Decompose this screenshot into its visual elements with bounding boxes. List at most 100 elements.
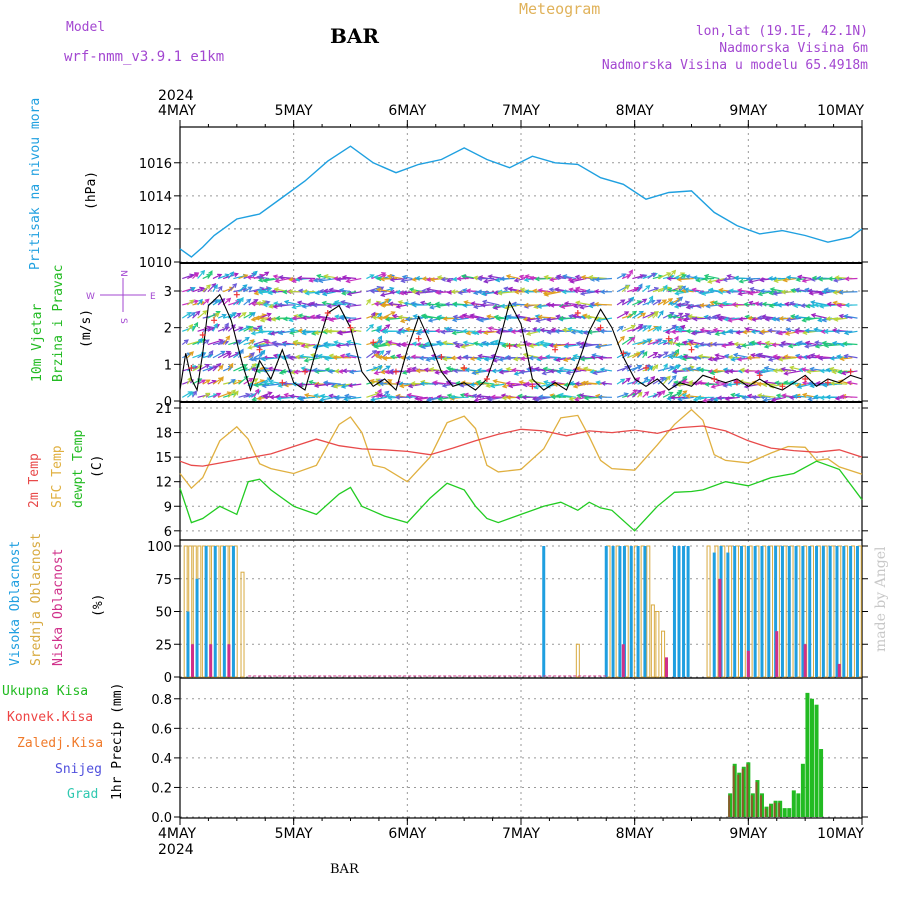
wind-arrow-head	[705, 303, 711, 309]
wind-arrow-head	[650, 375, 656, 381]
wind-arrow-head	[381, 301, 387, 307]
wind-arrow-head	[337, 330, 343, 336]
wind-arrow-head	[734, 392, 740, 398]
wind-arrow-head	[807, 396, 813, 402]
wind-arrow	[422, 290, 439, 293]
wind-arrow-head	[229, 271, 235, 277]
wind-arrow-head	[563, 382, 569, 388]
wind-arrow	[233, 364, 247, 372]
wind-arrow-head	[420, 313, 426, 319]
wind-arrow-head	[635, 376, 641, 382]
wind-arrow	[789, 343, 802, 348]
wind-arrow	[259, 277, 275, 282]
wind-arrow-head	[819, 395, 825, 401]
wind-arrow	[678, 356, 689, 359]
station-title: BAR	[330, 24, 380, 48]
wind-arrow-head	[248, 356, 254, 362]
wind-arrow-head	[674, 290, 680, 296]
wind-arrow-head	[838, 289, 844, 295]
wind-arrow	[377, 288, 393, 293]
wind-arrow-head	[666, 313, 673, 319]
cloud-bar-niska	[746, 650, 750, 677]
wind-arrow-head	[726, 274, 732, 279]
wind-arrow-head	[643, 376, 649, 382]
wind-arrow	[574, 304, 587, 308]
wind-arrow-head	[408, 287, 415, 293]
y-tick-label: 1012	[139, 223, 172, 238]
wind-arrow	[729, 289, 745, 293]
wind-arrow	[388, 341, 403, 346]
wind-arrow-head	[580, 380, 586, 386]
wind-arrow	[616, 378, 625, 385]
wind-arrow-head	[808, 290, 814, 296]
lonlat-label: lon,lat (19.1E, 42.1N)	[695, 24, 868, 39]
wind-arrow	[421, 314, 439, 319]
wind-arrow-head	[668, 391, 674, 397]
wind-arrow-head	[253, 382, 259, 388]
wind-arrow-head	[695, 366, 701, 372]
wind-arrow-head	[680, 379, 687, 385]
wind-arrow	[217, 326, 229, 332]
wind-arrow-head	[271, 288, 277, 294]
wind-arrow	[621, 365, 629, 372]
precip-bar-konvek	[769, 805, 772, 817]
wind-arrow-head	[252, 270, 258, 276]
wind-arrow-head	[241, 311, 247, 317]
wind-direction-mark	[643, 365, 650, 371]
wind-arrow-head	[685, 274, 691, 280]
wind-arrow-head	[459, 382, 465, 388]
wind-arrow-head	[518, 380, 524, 385]
wind-arrow	[212, 323, 218, 332]
cloud-bar-visoka	[835, 546, 839, 677]
wind-arrow-head	[507, 327, 513, 333]
wind-arrow-head	[369, 288, 375, 294]
wind-arrow-head	[427, 317, 433, 323]
wind-arrow	[738, 289, 751, 293]
wind-arrow-head	[505, 274, 511, 279]
wind-arrow	[647, 352, 658, 359]
wind-arrow-head	[748, 300, 754, 306]
wind-arrow-head	[377, 325, 382, 331]
wind-arrow	[253, 389, 260, 398]
wind-arrow-head	[323, 343, 330, 349]
precip-bar	[791, 790, 796, 817]
wind-arrow-head	[697, 380, 703, 386]
y-tick-label: 0.4	[151, 752, 172, 767]
wind-arrow	[662, 363, 668, 372]
wind-arrow	[207, 283, 216, 293]
wind-arrow-head	[584, 314, 591, 320]
wind-arrow	[708, 277, 725, 283]
wind-arrow	[801, 304, 812, 307]
x-tick-label-top: 9MAY	[729, 103, 767, 119]
wind-arrow	[238, 349, 244, 359]
wind-arrow-head	[579, 291, 586, 296]
wind-arrow-head	[292, 339, 299, 345]
wind-arrow-head	[272, 303, 278, 309]
wind-arrow-head	[195, 310, 201, 316]
wind-arrow-head	[395, 289, 401, 295]
wind-arrow-head	[714, 380, 720, 386]
wind-arrow	[324, 381, 341, 385]
wind-arrow-head	[379, 276, 385, 282]
wind-arrow-head	[669, 395, 676, 401]
wind-arrow-head	[224, 322, 229, 328]
wind-direction-mark	[620, 350, 627, 357]
wind-arrow-head	[552, 343, 558, 349]
wind-arrow	[575, 396, 587, 401]
wind-arrow-head	[648, 295, 654, 301]
wind-arrow	[785, 303, 797, 306]
wind-arrow-head	[595, 317, 602, 323]
wind-arrow-head	[833, 277, 839, 283]
wind-arrow-head	[415, 368, 421, 374]
wind-arrow-head	[387, 379, 393, 384]
wind-arrow-head	[297, 328, 303, 334]
wind-arrow-head	[379, 349, 385, 355]
wind-arrow-head	[454, 343, 460, 349]
wind-arrow-head	[214, 312, 220, 318]
wind-arrow-head	[303, 392, 310, 398]
wind-arrow-head	[316, 273, 322, 279]
wind-arrow	[675, 277, 689, 280]
wind-arrow-head	[469, 356, 475, 362]
wind-arrow-head	[726, 381, 733, 387]
wind-arrow-head	[832, 290, 838, 295]
